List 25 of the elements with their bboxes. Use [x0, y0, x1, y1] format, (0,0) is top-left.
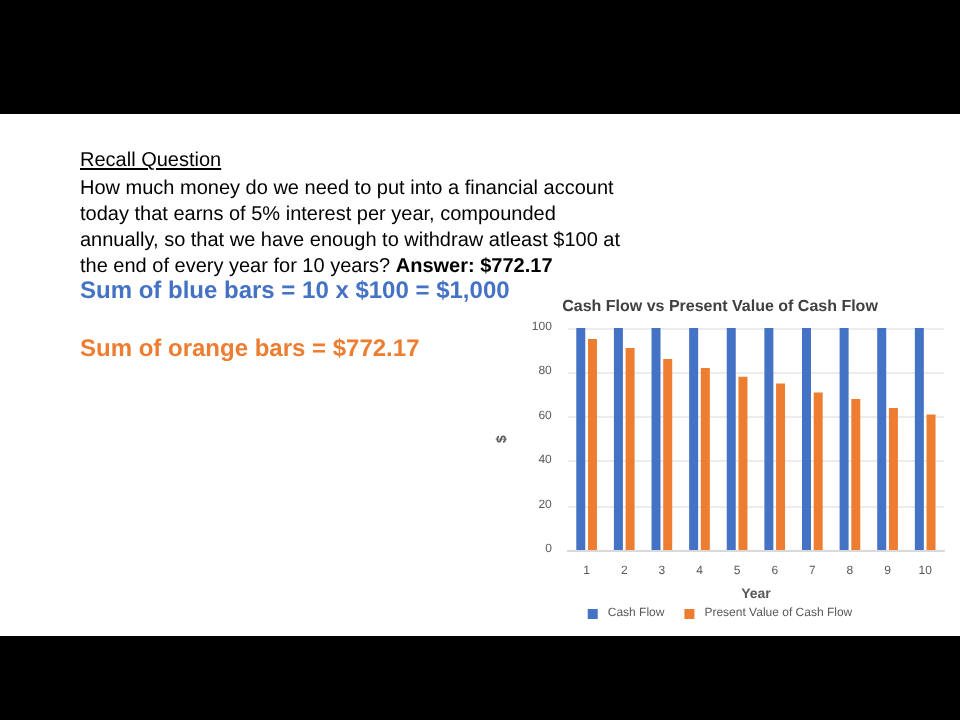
- bar: [700, 367, 710, 550]
- bar: [914, 328, 924, 550]
- bar: [613, 328, 623, 550]
- bar: [663, 359, 673, 550]
- bar: [651, 328, 661, 550]
- bar: [801, 328, 811, 550]
- bar: [839, 328, 849, 550]
- text: Answer: $772.17: [395, 256, 553, 278]
- chart-title: Cash Flow vs Present Value of Cash Flow: [562, 297, 880, 315]
- bar: [738, 376, 748, 550]
- text: Recall Question: [80, 150, 222, 172]
- bar: [689, 328, 699, 550]
- bar: [813, 392, 823, 550]
- bar: [926, 414, 936, 550]
- bar: [625, 347, 635, 550]
- text: Sum of blue bars = 10 x $100 = $1,000: [80, 276, 510, 304]
- bar: [851, 399, 861, 550]
- bar: [587, 339, 597, 550]
- bar: [726, 328, 736, 550]
- bar: [576, 328, 586, 550]
- bar: [888, 407, 898, 550]
- bar: [764, 328, 774, 550]
- bar: [776, 383, 786, 550]
- bar: [877, 328, 887, 550]
- text: Sum of orange bars = $772.17: [80, 334, 420, 362]
